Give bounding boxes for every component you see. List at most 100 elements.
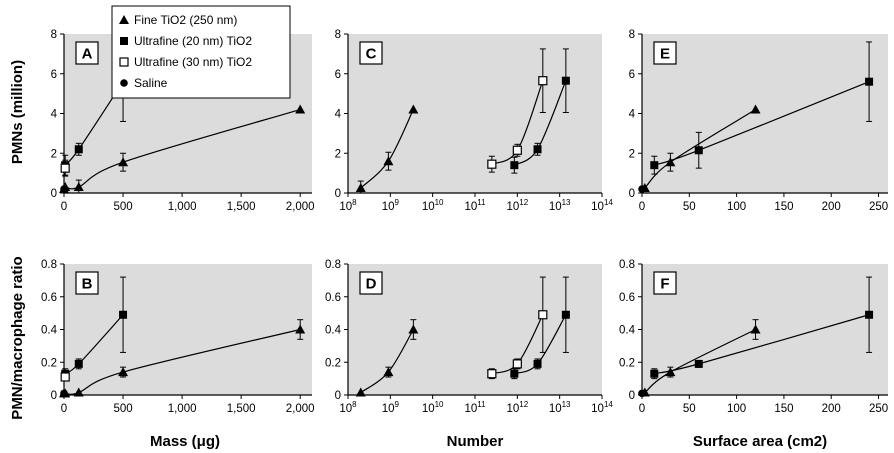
series-square-filled: [650, 276, 874, 380]
x-tick-label: 1,000: [168, 403, 197, 415]
data-point: [74, 145, 83, 154]
y-tick-label: 0: [335, 188, 341, 200]
y-tick-label: 0.4: [41, 325, 58, 337]
data-point: [694, 146, 703, 155]
x-tick-label: 200: [822, 201, 841, 213]
data-point: [119, 310, 128, 319]
data-point: [865, 310, 874, 319]
series-triangle: [355, 104, 419, 194]
panel-letter: E: [660, 46, 670, 63]
y-tick-label: 0.2: [325, 357, 341, 369]
y-tick-label: 0.6: [41, 292, 57, 304]
series-square-open: [60, 159, 70, 177]
data-point: [60, 372, 70, 382]
x-tick-label: 1010: [422, 198, 444, 213]
x-tick-label: 1012: [506, 400, 528, 415]
data-point: [561, 76, 570, 85]
series-square-filled: [650, 41, 874, 175]
series-triangle: [355, 319, 419, 397]
x-tick-label: 1,000: [168, 201, 197, 213]
data-point: [383, 367, 394, 377]
plot-area: [642, 264, 888, 395]
panel-letter-box: [653, 271, 677, 295]
legend-item: Saline: [120, 76, 168, 90]
legend-label: Ultrafine (30 nm) TiO2: [134, 55, 252, 69]
data-point: [639, 183, 650, 193]
x-tick-label: 1,500: [227, 403, 256, 415]
x-tick-label: 1013: [549, 198, 571, 213]
data-point: [665, 367, 676, 377]
data-point: [60, 163, 70, 173]
x-tick-label: 1,500: [227, 201, 256, 213]
legend-marker: [120, 79, 128, 87]
panel-letter: B: [82, 276, 93, 293]
data-point: [694, 359, 703, 368]
x-tick-label: 250: [869, 403, 888, 415]
legend-marker: [120, 37, 128, 45]
y-tick-label: 0.2: [41, 357, 57, 369]
legend-label: Ultrafine (20 nm) TiO2: [134, 34, 252, 48]
x-tick-label: 0: [639, 201, 645, 213]
data-point: [355, 387, 366, 397]
y-tick-label: 4: [335, 109, 342, 121]
x-tick-label: 0: [639, 403, 645, 415]
panel-e: 0 2 4 6 8 0 50 100 150 200 250 E: [629, 29, 889, 213]
panel-letter-box: [359, 271, 383, 295]
y-tick-label: 0.2: [619, 357, 635, 369]
legend-box: [111, 5, 291, 99]
data-point: [295, 324, 306, 334]
data-point: [74, 359, 83, 368]
data-point: [533, 359, 542, 368]
x-tick-label: 100: [727, 201, 746, 213]
series-circle: [60, 389, 68, 398]
legend-item: Ultrafine (30 nm) TiO2: [119, 55, 252, 69]
x-title-number: Number: [447, 433, 504, 450]
panel-letter-box: [653, 41, 677, 65]
y-tick-label: 4: [629, 109, 636, 121]
y-tick-label: 6: [629, 69, 635, 81]
y-tick-label: 0.4: [325, 325, 342, 337]
series-square-open: [60, 372, 70, 382]
x-tick-label: 1011: [464, 198, 486, 213]
plot-area: [348, 34, 602, 193]
x-tick-label: 100: [727, 403, 746, 415]
x-tick-label: 109: [382, 400, 400, 415]
data-point: [73, 387, 84, 397]
data-point: [355, 183, 366, 193]
x-tick-label: 50: [683, 403, 696, 415]
data-point: [865, 77, 874, 86]
data-point: [118, 157, 129, 167]
y-tick-label: 0.6: [619, 292, 635, 304]
y-tick-label: 0: [335, 390, 341, 402]
y-tick-label: 0.6: [325, 292, 341, 304]
data-point: [408, 324, 419, 334]
x-tick-label: 1011: [464, 400, 486, 415]
data-point: [118, 367, 129, 377]
y-title-top: PMNs (million): [9, 60, 26, 164]
y-tick-label: 8: [51, 29, 57, 41]
y-tick-label: 0.4: [619, 325, 636, 337]
y-tick-label: 0: [629, 390, 635, 402]
data-point: [512, 145, 522, 155]
y-tick-label: 2: [629, 148, 635, 160]
x-tick-label: 1014: [591, 400, 613, 415]
x-tick-label: 150: [774, 403, 793, 415]
series-line: [654, 81, 870, 166]
series-circle: [60, 185, 68, 193]
x-tick-label: 0: [61, 201, 67, 213]
panel-b: 0 0.2 0.4 0.6 0.8 0 500 1,000 1,500 2,000 B: [41, 259, 315, 415]
x-tick-label: 0: [61, 403, 67, 415]
x-title-mass-text: Mass (μg): [150, 433, 220, 450]
data-point: [60, 185, 68, 193]
data-point: [383, 156, 394, 166]
legend-label: Saline: [134, 76, 168, 90]
x-tick-label: 500: [113, 403, 132, 415]
x-title-mass: Mass (μg): [150, 433, 220, 450]
y-tick-label: 6: [51, 69, 57, 81]
y-tick-label: 6: [335, 69, 341, 81]
data-point: [650, 369, 659, 378]
data-point: [750, 104, 761, 114]
x-tick-label: 1013: [549, 400, 571, 415]
panel-letter: F: [660, 276, 669, 293]
panel-letter: D: [366, 276, 377, 293]
